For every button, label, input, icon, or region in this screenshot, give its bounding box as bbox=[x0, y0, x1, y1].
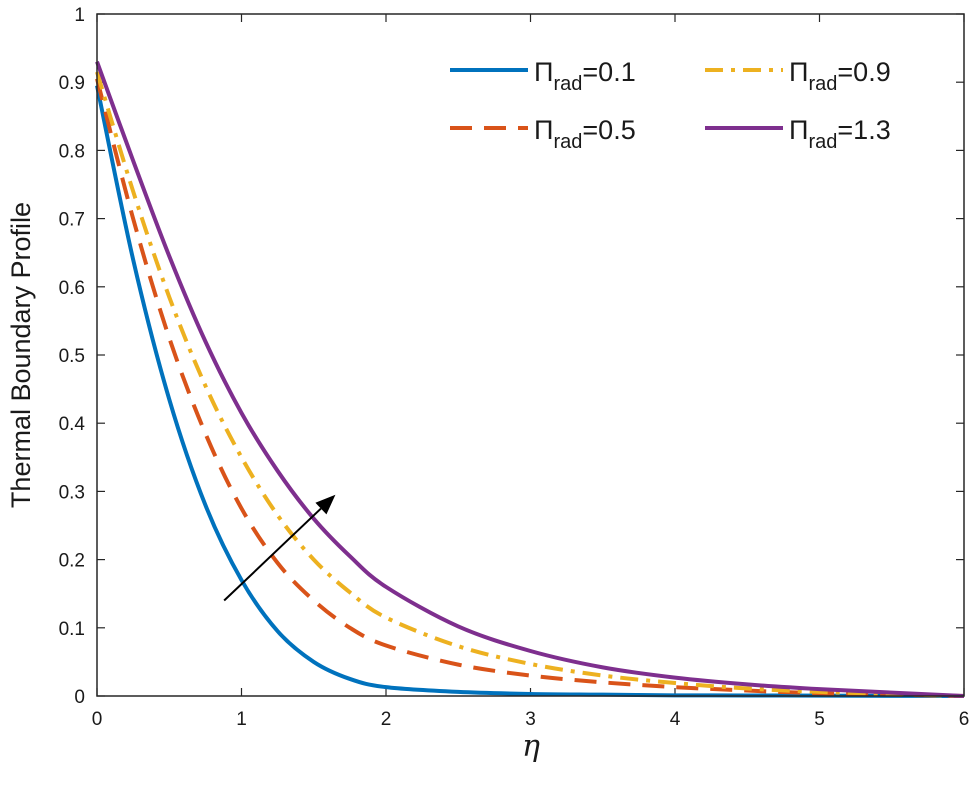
y-tick-label: 0.4 bbox=[59, 414, 86, 435]
plot-frame bbox=[96, 13, 965, 697]
x-tick-label: 1 bbox=[236, 709, 247, 730]
series-line-1 bbox=[95, 78, 965, 698]
y-axis-label: Thermal Boundary Profile bbox=[6, 202, 36, 508]
series-line-3 bbox=[95, 61, 965, 698]
y-tick-label: 0.3 bbox=[59, 482, 85, 503]
legend-label-2: Πrad=0.9 bbox=[789, 57, 891, 95]
y-tick-label: 0.2 bbox=[59, 551, 85, 572]
y-tick-label: 0 bbox=[74, 687, 85, 708]
series-line-2 bbox=[95, 71, 965, 698]
y-axis-ticks: 0 0.1 0.2 0.3 0.4 0.5 0.6 0.7 0.8 0.9 1 bbox=[59, 5, 964, 708]
x-tick-label: 0 bbox=[92, 709, 103, 730]
annotation-layer bbox=[223, 494, 336, 602]
y-tick-label: 0.5 bbox=[59, 346, 85, 367]
y-tick-label: 0.7 bbox=[59, 210, 85, 231]
x-tick-label: 6 bbox=[959, 709, 970, 730]
x-tick-label: 2 bbox=[381, 709, 392, 730]
legend-label-0: Πrad=0.1 bbox=[534, 57, 636, 95]
y-tick-label: 1 bbox=[74, 5, 85, 26]
x-tick-label: 4 bbox=[670, 709, 681, 730]
x-tick-label: 3 bbox=[525, 709, 536, 730]
y-tick-label: 0.9 bbox=[59, 73, 85, 94]
x-axis-label: η bbox=[522, 729, 540, 764]
y-tick-label: 0.6 bbox=[59, 278, 85, 299]
plot-area bbox=[97, 14, 964, 696]
legend: Πrad=0.1 Πrad=0.5 Πrad=0.9 Πrad=1.3 bbox=[450, 57, 891, 153]
legend-label-1: Πrad=0.5 bbox=[534, 115, 636, 153]
trend-arrow-shaft bbox=[223, 507, 322, 602]
y-tick-label: 0.8 bbox=[59, 141, 85, 162]
x-tick-label: 5 bbox=[814, 709, 825, 730]
y-tick-label: 0.1 bbox=[59, 619, 85, 640]
legend-label-3: Πrad=1.3 bbox=[789, 115, 891, 153]
trend-arrow-head bbox=[315, 494, 336, 515]
